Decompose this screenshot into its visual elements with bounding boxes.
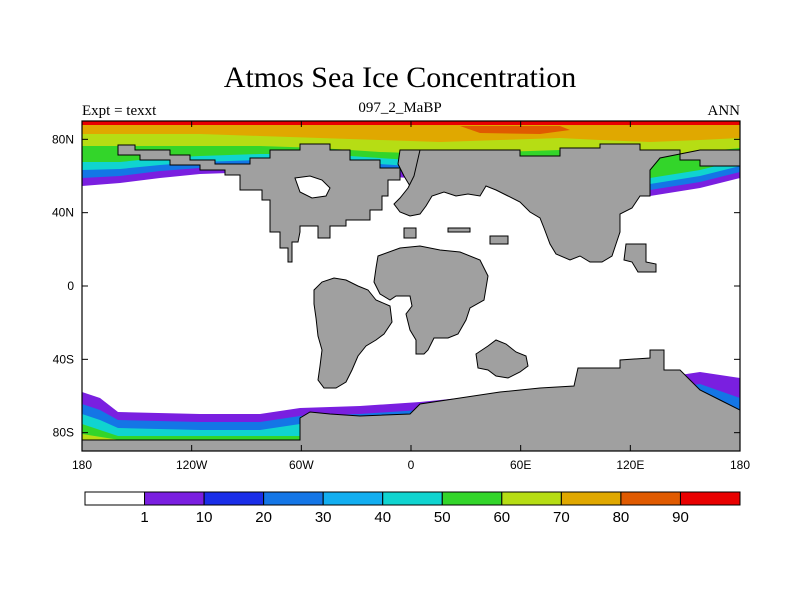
lat-tick-label: 80S <box>53 426 74 440</box>
colorbar-label: 50 <box>434 509 451 526</box>
lon-tick-label: 60W <box>289 458 314 472</box>
eurasia-land <box>393 143 741 263</box>
season-label: ANN <box>707 103 741 119</box>
colorbar-swatch <box>322 491 384 506</box>
experiment-label: Expt = texxt <box>82 103 157 119</box>
colorbar-swatch <box>441 491 503 506</box>
southeast-asia-land <box>623 243 657 273</box>
longitude-axis: 180 120W 60W 0 60E 120E 180 <box>72 121 750 472</box>
europe-islands <box>403 227 417 239</box>
lat-tick-label: 40S <box>53 352 74 366</box>
map-subtitle: 097_2_MaBP <box>358 100 442 116</box>
africa-land <box>373 245 489 355</box>
colorbar-label: 60 <box>493 509 510 526</box>
colorbar-swatch <box>679 491 741 506</box>
colorbar-label: 30 <box>315 509 332 526</box>
lon-tick-label: 120E <box>616 458 644 472</box>
colorbar-swatch <box>501 491 562 506</box>
continents <box>81 143 741 452</box>
south-america-land <box>313 277 393 389</box>
australia-land <box>475 339 529 379</box>
lon-tick-label: 60E <box>510 458 531 472</box>
colorbar-label: 1 <box>140 509 148 526</box>
colorbar-swatch <box>382 491 443 506</box>
colorbar: 1 10 20 30 40 50 60 70 80 90 <box>84 491 741 526</box>
colorbar-swatch <box>620 491 681 506</box>
colorbar-label: 90 <box>672 509 689 526</box>
colorbar-swatch <box>203 491 265 506</box>
colorbar-label: 40 <box>374 509 391 526</box>
lon-tick-label: 180 <box>730 458 750 472</box>
colorbar-swatch <box>560 491 622 506</box>
antarctica-land <box>81 349 741 452</box>
north-america-land <box>117 143 401 263</box>
lon-tick-label: 180 <box>72 458 92 472</box>
map-plot-area <box>81 120 741 452</box>
colorbar-swatch <box>144 491 205 506</box>
map-title: Atmos Sea Ice Concentration <box>223 61 577 94</box>
lon-tick-label: 120W <box>176 458 208 472</box>
lat-tick-label: 0 <box>67 279 74 293</box>
lat-tick-label: 40N <box>52 206 74 220</box>
colorbar-label: 10 <box>196 509 213 526</box>
colorbar-label: 80 <box>613 509 630 526</box>
colorbar-label: 20 <box>255 509 272 526</box>
latitude-axis: 80N 40N 0 40S 80S <box>52 132 740 440</box>
lon-tick-label: 0 <box>408 458 415 472</box>
lat-tick-label: 80N <box>52 132 74 146</box>
mediterranean-land <box>447 227 509 245</box>
hudson-bay-water <box>294 175 331 199</box>
colorbar-label: 70 <box>553 509 570 526</box>
colorbar-swatch <box>263 491 324 506</box>
colorbar-swatch <box>84 491 146 506</box>
